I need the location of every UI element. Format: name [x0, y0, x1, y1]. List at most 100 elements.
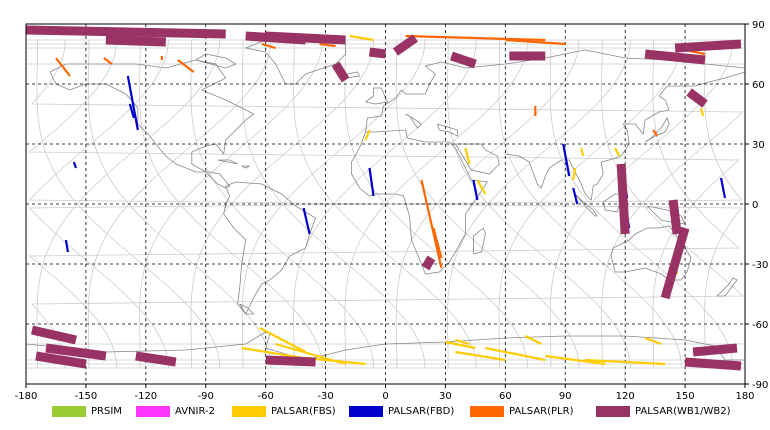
swath-palsar-fbs: [455, 338, 470, 346]
legend-label: PALSAR(WB1/WB2): [635, 405, 731, 417]
orbit-track: [30, 40, 744, 369]
coastline: [473, 227, 486, 255]
x-tick-label: -90: [198, 391, 214, 400]
swath-palsar-fbd: [128, 103, 135, 119]
y-tick-label: -60: [752, 320, 768, 331]
swath-palsar-wb1-wb2: [644, 49, 706, 65]
swath-palsar-plr: [177, 59, 195, 73]
x-tick-label: 30: [439, 391, 452, 400]
swath-palsar-wb1-wb2: [449, 51, 477, 69]
swath-palsar-fbs: [455, 350, 506, 362]
x-tick-label: -60: [257, 391, 273, 400]
swath-palsar-fbd: [572, 187, 579, 205]
coastline: [455, 143, 500, 175]
swath-palsar-wb1-wb2: [331, 61, 350, 83]
x-tick-label: -120: [134, 391, 157, 400]
swath-palsar-fbs: [545, 354, 606, 366]
orbit-track: [36, 40, 221, 369]
legend-item: PRSIM: [52, 404, 122, 418]
swath-palsar-fbs: [580, 147, 585, 157]
swath-palsar-fbd: [562, 143, 571, 177]
legend: PRSIM AVNIR-2 PALSAR(FBS) PALSAR(FBD) PALSAR…: [0, 400, 770, 422]
swath-palsar-wb1-wb2: [265, 355, 316, 367]
swath-palsar-plr: [405, 34, 546, 42]
swath-palsar-wb1-wb2: [686, 88, 708, 108]
swath-palsar-fbd: [719, 177, 727, 199]
swath-palsar-fbs: [259, 327, 307, 353]
x-tick-label: -180: [15, 391, 38, 400]
axis-ticks: -180 -150 -120 -90 -60 -30 0 30 60 90 120 150 180 90 6…: [15, 20, 769, 400]
orbit-track: [139, 40, 323, 369]
legend-swatch: [52, 405, 86, 417]
swath-palsar-plr: [319, 42, 336, 48]
swath-palsar-fbs: [485, 346, 546, 362]
swath-palsar-plr: [432, 227, 443, 259]
legend-label: AVNIR-2: [175, 405, 215, 417]
legend-item: PALSAR(WB1/WB2): [596, 404, 731, 418]
coastline: [49, 59, 255, 189]
orbit-track: [498, 40, 683, 369]
swath-palsar-fbd: [302, 207, 311, 235]
coastline: [610, 225, 692, 281]
x-tick-label: 90: [559, 391, 572, 400]
legend-item: PALSAR(FBS): [232, 404, 336, 418]
swath-palsar-fbd: [472, 179, 479, 201]
swath-palsar-fbs: [445, 340, 476, 350]
coastline: [405, 113, 423, 129]
coastline: [25, 331, 745, 361]
y-tick-label: 0: [752, 200, 758, 211]
coastline: [241, 165, 250, 169]
swath-palsar-fbd: [72, 161, 77, 169]
swath-palsar-plr: [420, 179, 443, 269]
swath-palsar-plr: [652, 129, 659, 137]
legend-item: PALSAR(FBD): [349, 404, 454, 418]
swath-palsar-plr: [261, 42, 276, 50]
coastline: [365, 87, 389, 105]
coastline: [239, 303, 255, 315]
swath-palsar-wb1-wb2: [392, 34, 419, 56]
swath-palsar-plr: [103, 57, 113, 65]
legend-label: PALSAR(FBD): [388, 405, 455, 417]
legend-item: PALSAR(PLR): [470, 404, 573, 418]
legend-swatch: [232, 405, 266, 417]
swath-palsar-wb1-wb2: [45, 343, 107, 361]
swath-palsar-wb1-wb2: [135, 351, 177, 367]
swath-palsar-fbd: [368, 167, 375, 197]
swath-palsar-wb1-wb2: [692, 343, 738, 357]
legend-swatch: [136, 405, 170, 417]
x-tick-label: -150: [75, 391, 98, 400]
x-tick-label: 120: [616, 391, 635, 400]
coastline: [574, 193, 598, 217]
legend-swatch: [349, 405, 383, 417]
swath-palsar-wb1-wb2: [30, 325, 77, 345]
y-tick-label: 90: [752, 20, 765, 31]
swath-palsar-wb1-wb2: [660, 226, 690, 300]
x-tick-label: 0: [382, 391, 388, 400]
coastline: [217, 159, 238, 165]
swath-palsar-fbs: [644, 336, 662, 346]
swath-palsar-wb1-wb2: [674, 39, 742, 53]
swath-palsar-wb1-wb2: [25, 25, 226, 39]
observation-swaths: [25, 25, 742, 371]
coastline: [505, 71, 746, 201]
coastline: [195, 53, 237, 69]
swath-palsar-wb1-wb2: [616, 163, 630, 235]
swath-palsar-fbd: [126, 75, 139, 131]
swath-palsar-fbd: [64, 239, 70, 253]
swath-palsar-wb1-wb2: [368, 47, 387, 59]
y-tick-label: 60: [752, 80, 765, 91]
coastline: [223, 181, 317, 315]
y-tick-label: 30: [752, 140, 765, 151]
swath-palsar-fbs: [572, 167, 577, 181]
swath-palsar-wb1-wb2: [421, 255, 436, 271]
y-tick-label: -30: [752, 260, 768, 271]
coastline: [365, 49, 746, 133]
x-tick-label: -30: [317, 391, 333, 400]
swath-palsar-wb1-wb2: [105, 35, 166, 47]
legend-swatch: [470, 405, 504, 417]
swath-palsar-fbs: [614, 147, 621, 157]
swath-palsar-fbs: [464, 147, 471, 165]
swath-palsar-wb1-wb2: [265, 31, 346, 45]
swath-palsar-plr: [505, 38, 566, 46]
coastline: [351, 129, 489, 275]
